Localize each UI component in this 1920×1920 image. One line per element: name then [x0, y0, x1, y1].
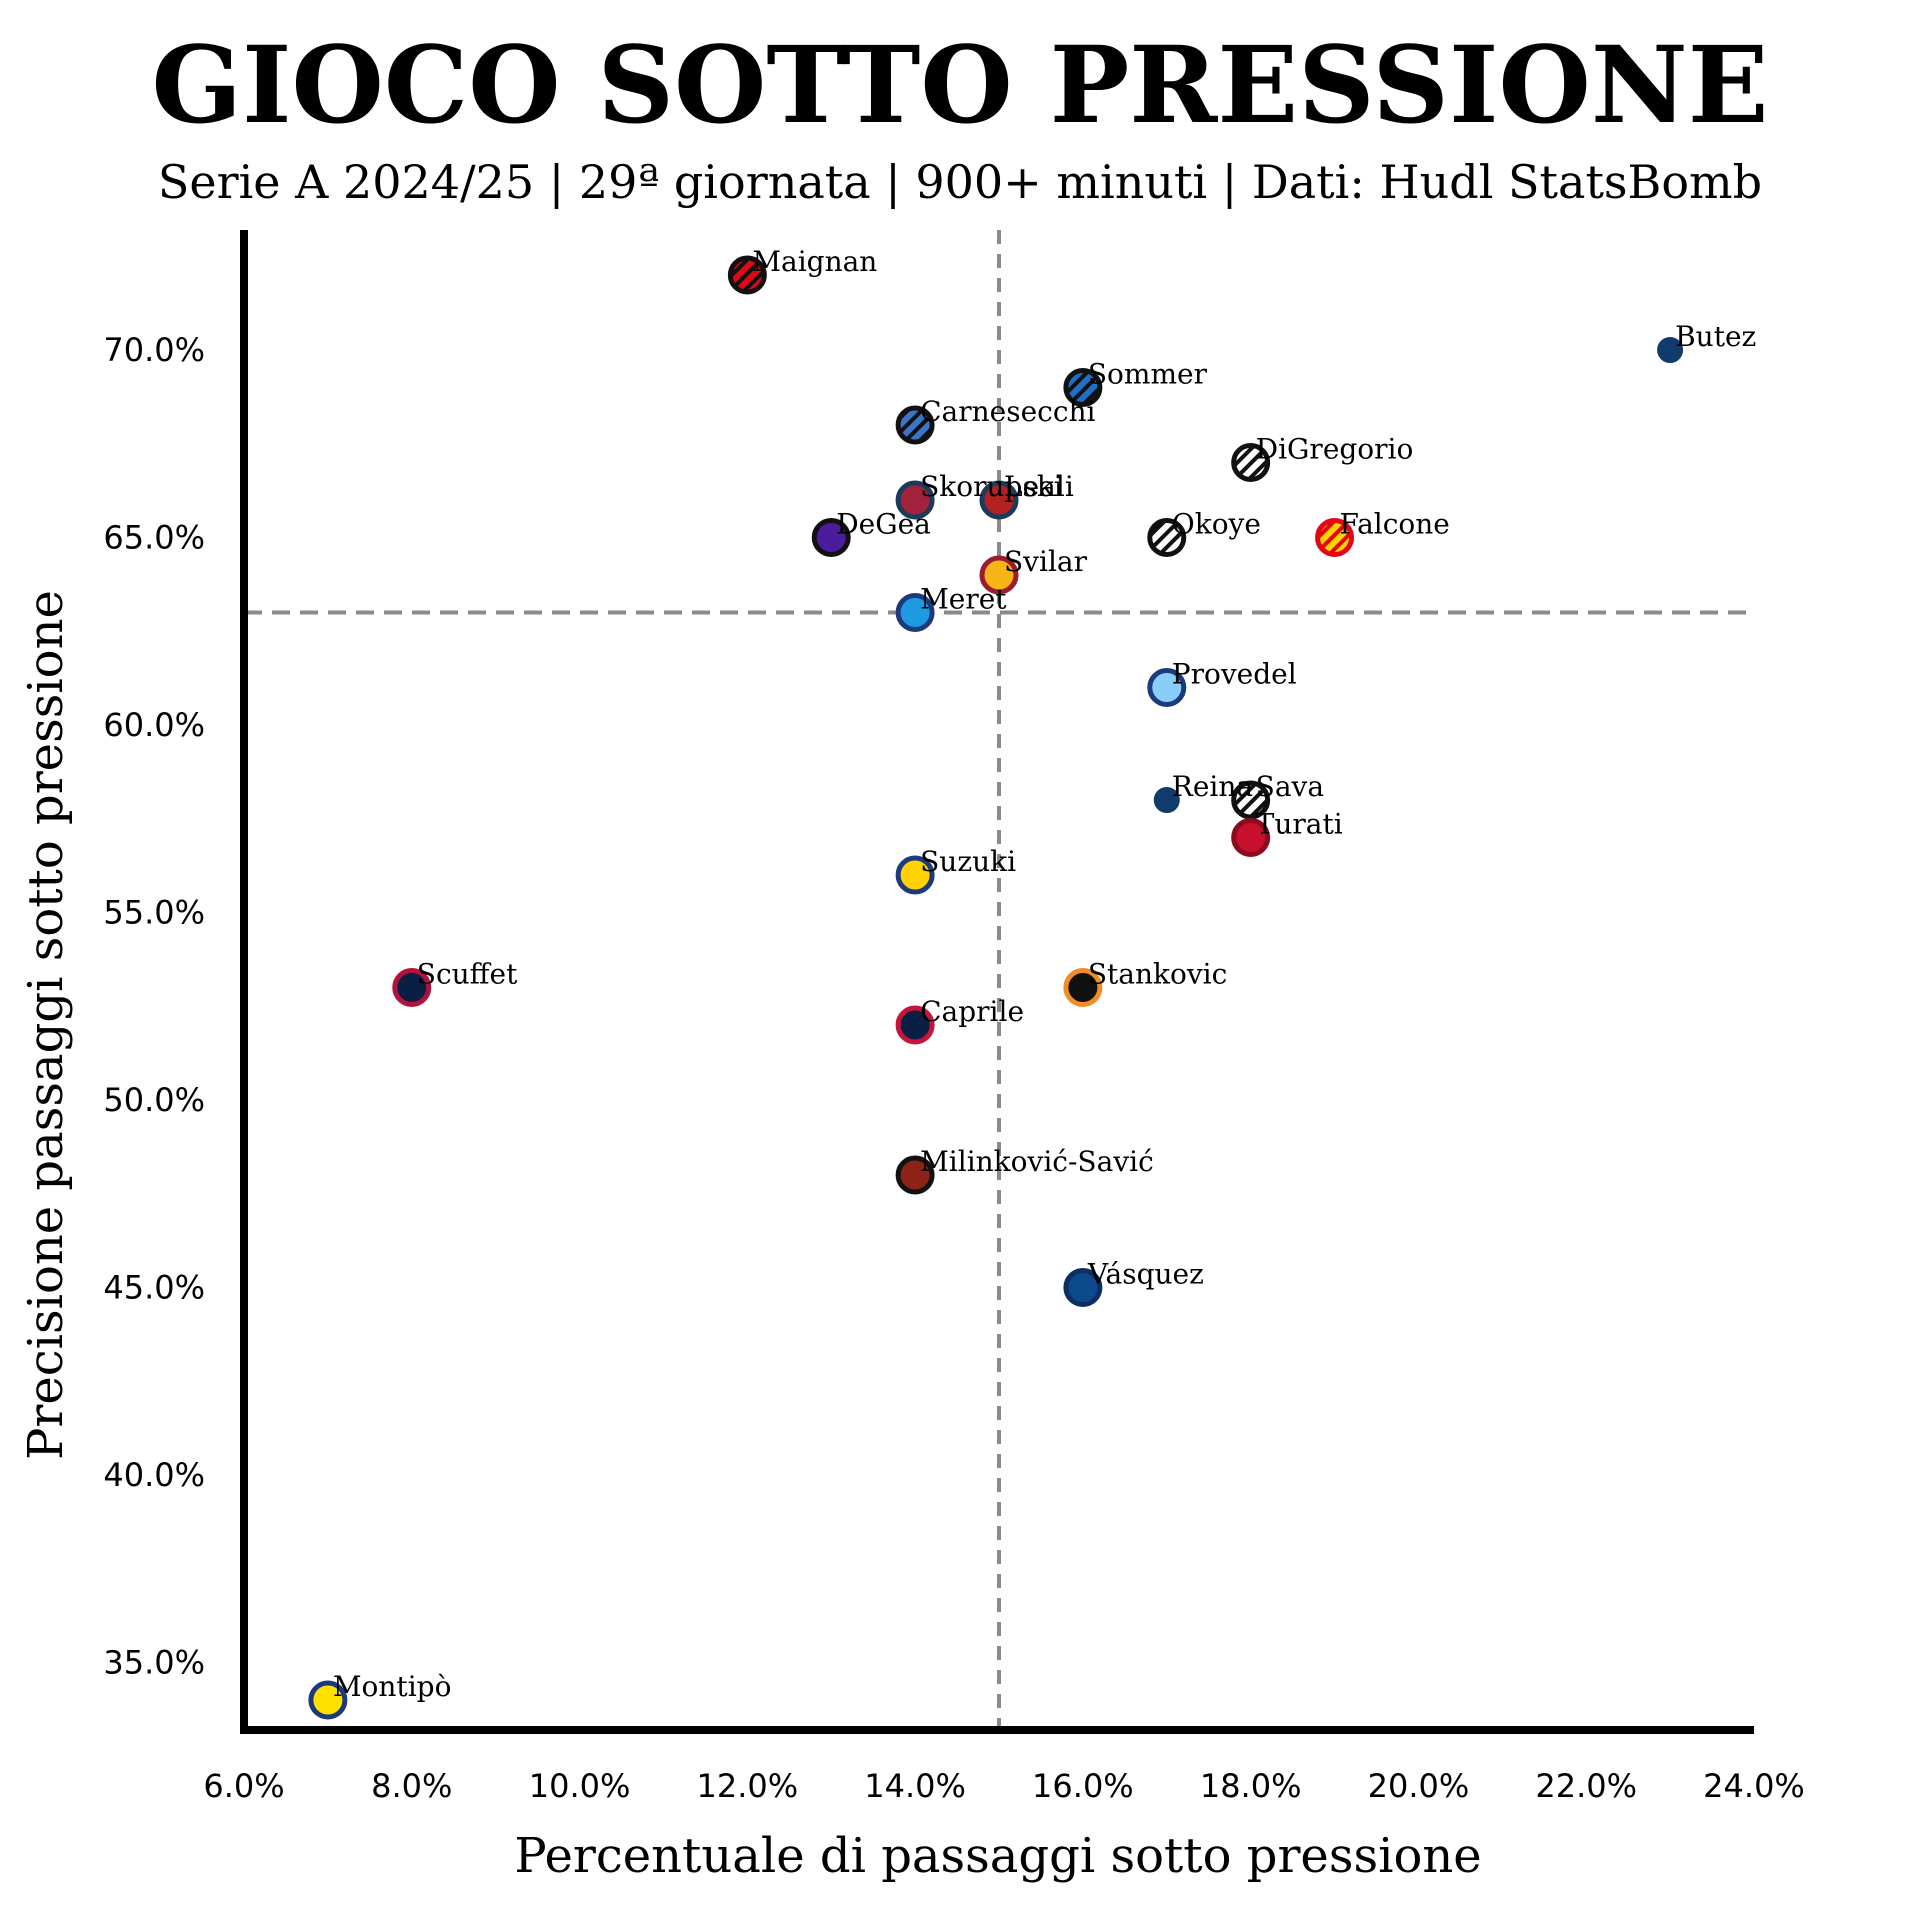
point-label: Stankovic [1088, 958, 1227, 991]
data-point [895, 405, 935, 445]
point-label: Maignan [752, 245, 877, 278]
data-point [1231, 780, 1271, 820]
x-tick-label: 10.0% [529, 1767, 631, 1805]
data-point [1063, 1268, 1103, 1307]
y-tick-label: 35.0% [103, 1644, 205, 1682]
y-tick-label: 50.0% [103, 1081, 205, 1119]
y-tick-label: 45.0% [103, 1269, 205, 1307]
point-labels: Maignan Butez Sommer Carnesecchi DiGregorio L… [333, 245, 1756, 1703]
x-axis-label: Percentuale di passaggi sotto pressione [514, 1828, 1481, 1884]
x-tick-label: 6.0% [203, 1767, 284, 1805]
point-label: Leali [1004, 470, 1074, 503]
data-point [811, 518, 851, 557]
data-point [1231, 818, 1271, 857]
point-label: Sava [1256, 770, 1324, 803]
point-label: DiGregorio [1256, 433, 1414, 466]
point-label: Vásquez [1087, 1258, 1204, 1291]
chart-title: GIOCO SOTTO PRESSIONE [151, 22, 1768, 147]
data-point [979, 555, 1019, 595]
x-tick-label: 20.0% [1368, 1767, 1470, 1805]
x-tick-label: 8.0% [371, 1767, 452, 1805]
point-label: Reina [1172, 770, 1253, 803]
data-point [1657, 337, 1684, 363]
point-label: Sommer [1088, 358, 1208, 391]
reference-lines [244, 230, 1754, 1730]
data-point [1153, 787, 1180, 813]
point-label: Montipò [333, 1670, 452, 1703]
data-point [1231, 443, 1271, 482]
data-points [308, 255, 1684, 1720]
data-point [895, 593, 935, 632]
y-tick-label: 65.0% [103, 519, 205, 557]
x-tick-label: 14.0% [864, 1767, 966, 1805]
data-point [895, 1005, 935, 1045]
point-label: Skorupski [920, 470, 1063, 503]
x-tick-label: 22.0% [1535, 1767, 1637, 1805]
data-point [895, 855, 935, 895]
x-tick-label: 16.0% [1032, 1767, 1134, 1805]
point-label: Turati [1256, 808, 1343, 841]
point-label: Scuffet [417, 958, 518, 991]
x-tick-label: 24.0% [1703, 1767, 1805, 1805]
y-tick-label: 70.0% [103, 331, 205, 369]
data-point [1063, 968, 1103, 1007]
x-tick-label: 12.0% [697, 1767, 799, 1805]
axes [240, 230, 1754, 1734]
data-point [1315, 518, 1355, 557]
point-label: Carnesecchi [920, 395, 1095, 428]
point-label: Svilar [1004, 545, 1088, 578]
data-point [1147, 668, 1187, 707]
point-label: Meret [920, 583, 1007, 616]
x-axis-ticks: 6.0% 8.0% 10.0% 12.0% 14.0% 16.0% 18.0% 20.0% 22… [203, 1767, 1804, 1805]
point-label: DeGea [836, 508, 931, 541]
data-point [1147, 518, 1187, 557]
point-label: Okoye [1172, 508, 1261, 541]
data-point [727, 255, 767, 295]
data-point [895, 1155, 935, 1195]
data-point [392, 968, 432, 1007]
data-point [1063, 368, 1103, 407]
point-label: Butez [1675, 320, 1756, 353]
data-point [979, 480, 1019, 520]
point-label: Suzuki [920, 845, 1016, 878]
point-label: Falcone [1340, 508, 1450, 541]
point-label: Milinković-Savić [920, 1145, 1154, 1178]
y-axis-ticks: 35.0% 40.0% 45.0% 50.0% 55.0% 60.0% 65.0% 70.0% [103, 331, 205, 1682]
y-axis-label: Precisione passaggi sotto pressione [18, 590, 74, 1460]
point-label: Caprile [920, 995, 1024, 1028]
chart-subtitle: Serie A 2024/25 | 29ª giornata | 900+ mi… [158, 155, 1762, 209]
y-tick-label: 55.0% [103, 894, 205, 932]
data-point [308, 1680, 348, 1720]
data-point [895, 480, 935, 520]
y-tick-label: 60.0% [103, 706, 205, 744]
point-label: Provedel [1172, 658, 1297, 691]
y-tick-label: 40.0% [103, 1456, 205, 1494]
x-tick-label: 18.0% [1200, 1767, 1302, 1805]
